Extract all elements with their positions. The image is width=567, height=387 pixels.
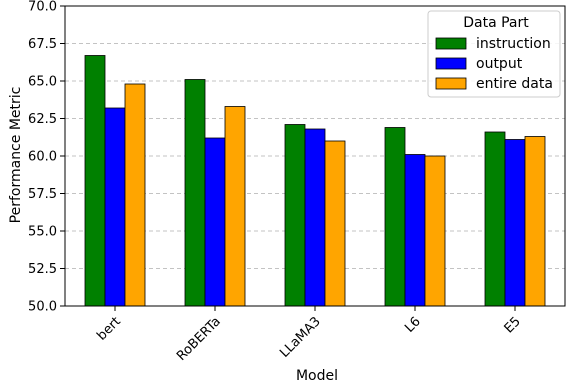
bar-entire-data-L6 [424,155,446,307]
y-tick-label: 70.0 [28,0,57,15]
y-axis-label: Performance Metric [8,87,24,224]
y-tick-label: 57.5 [28,187,57,202]
y-tick-label: 67.5 [28,37,57,52]
legend-items: instruction output entire data [435,36,553,92]
y-tick-label: 62.5 [28,112,57,127]
bar-instruction-LLaMA3 [284,124,306,307]
bar-instruction-E5 [484,131,506,307]
y-axis-ticks: 50.0 52.5 55.0 57.5 60.0 62.5 65.0 67.5 70.0 [28,0,65,315]
x-tick-label: L6 [402,314,424,336]
legend: Data Part instruction output entire data [427,10,561,98]
y-tick-label: 50.0 [28,300,57,315]
legend-swatch [435,37,467,50]
x-tick-label: RoBERTa [174,314,224,364]
bar-entire-data-RoBERTa [224,106,246,307]
x-tick-label: LLaMA3 [277,314,324,361]
x-tick-label: bert [94,314,123,343]
legend-entry: output [476,56,523,72]
y-tick-label: 60.0 [28,150,57,165]
x-axis-ticks: bert RoBERTa LLaMA3 L6 E5 [94,306,524,364]
bar-instruction-L6 [384,127,406,307]
bar-entire-data-LLaMA3 [324,140,346,307]
bar-output-LLaMA3 [304,128,326,307]
bar-instruction-bert [84,55,106,307]
bar-output-bert [104,107,126,307]
bar-output-RoBERTa [204,137,226,307]
legend-frame [427,10,561,98]
legend-swatch [435,77,467,90]
bars [84,55,546,307]
bar-output-E5 [504,139,526,307]
bar-entire-data-bert [124,83,146,307]
legend-title: Data Part [463,15,529,31]
x-tick-label: E5 [502,314,524,336]
y-tick-label: 52.5 [28,262,57,277]
legend-swatch [435,57,467,70]
bar-output-L6 [404,154,426,307]
legend-entry: entire data [476,76,553,92]
y-tick-label: 55.0 [28,225,57,240]
y-tick-label: 65.0 [28,75,57,90]
x-axis-label: Model [296,368,338,384]
bar-entire-data-E5 [524,136,546,307]
bar-instruction-RoBERTa [184,79,206,307]
legend-entry: instruction [476,36,551,52]
